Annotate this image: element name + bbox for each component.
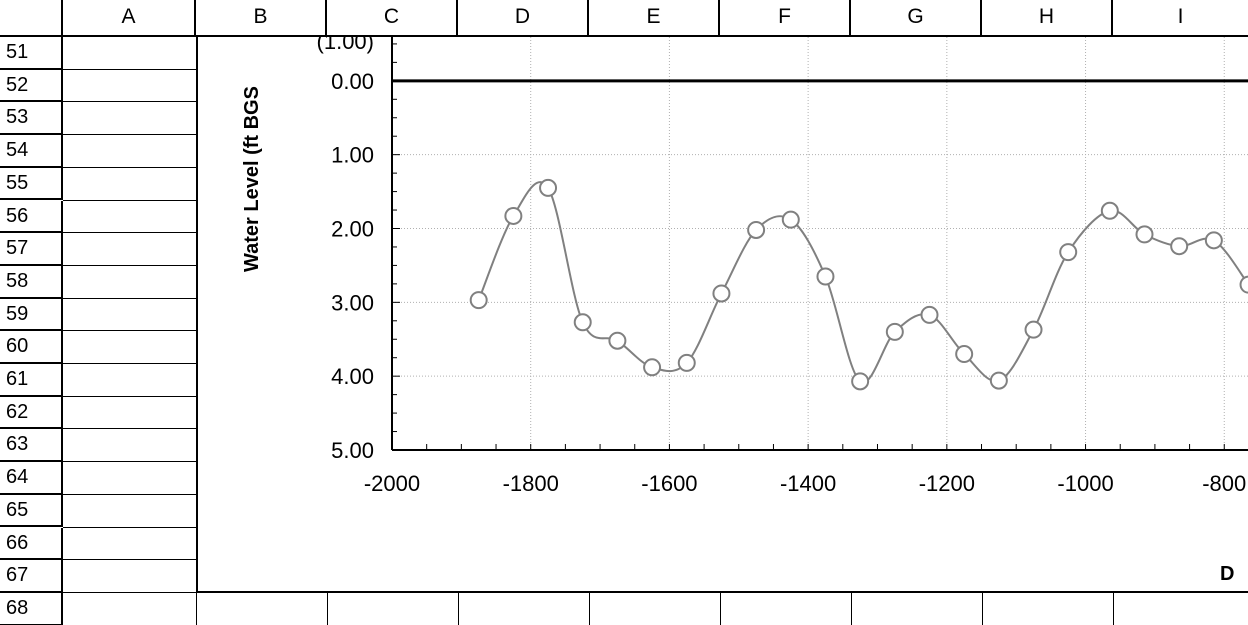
select-all-corner[interactable] — [0, 0, 63, 37]
data-point — [989, 371, 1008, 390]
row-header-55[interactable]: 55 — [0, 167, 63, 201]
y-tick-label-partial: (1.00) — [317, 37, 374, 54]
x-tick-label: -1800 — [503, 471, 559, 496]
row-gridline — [63, 559, 196, 561]
row-gridline — [63, 232, 196, 234]
row-gridline — [63, 526, 196, 528]
data-point — [1100, 201, 1119, 220]
column-gridline — [589, 592, 590, 625]
data-point — [677, 353, 696, 372]
row-header-52[interactable]: 52 — [0, 69, 63, 103]
data-point — [643, 358, 662, 377]
row-header-57[interactable]: 57 — [0, 233, 63, 266]
data-point — [1239, 275, 1248, 294]
embedded-chart[interactable]: 0.00 1.00 2.00 3.00 4.00 5.00 (1.00) -2000 -1800… — [196, 37, 1248, 593]
y-axis-title: Water Level (ft BGS — [241, 86, 263, 272]
x-axis-title: D — [1220, 563, 1234, 585]
data-point — [1170, 237, 1189, 256]
row-header-54[interactable]: 54 — [0, 135, 63, 168]
data-point — [1135, 225, 1154, 244]
row-gridline — [63, 461, 196, 463]
row-header-51[interactable]: 51 — [0, 37, 63, 70]
data-point — [920, 305, 939, 324]
row-header-62[interactable]: 62 — [0, 396, 63, 430]
row-gridline — [63, 264, 196, 266]
series-line — [477, 181, 1248, 384]
data-point — [712, 284, 731, 303]
row-header-60[interactable]: 60 — [0, 331, 63, 364]
column-header-g[interactable]: G — [851, 0, 982, 37]
row-gridline — [63, 101, 196, 103]
row-gridline — [63, 395, 196, 397]
x-tick-label: -1600 — [641, 471, 697, 496]
column-header-a[interactable]: A — [63, 0, 196, 37]
data-point — [1059, 243, 1078, 262]
row-header-68[interactable]: 68 — [0, 592, 63, 625]
column-gridline — [327, 592, 328, 625]
y-tick-label: 3.00 — [331, 290, 374, 315]
row-gridline — [63, 199, 196, 201]
row-header-58[interactable]: 58 — [0, 265, 63, 299]
y-tick-label: 0.00 — [331, 69, 374, 94]
row-header-56[interactable]: 56 — [0, 200, 63, 234]
row-header-63[interactable]: 63 — [0, 429, 63, 463]
x-tick-label: -1200 — [919, 471, 975, 496]
row-header-66[interactable]: 66 — [0, 527, 63, 561]
row-gridline — [63, 68, 196, 70]
y-tick-label: 2.00 — [331, 217, 374, 242]
column-gridline — [982, 592, 983, 625]
row-gridline — [63, 428, 196, 430]
data-point — [504, 206, 523, 225]
x-tick-label: -1400 — [780, 471, 836, 496]
row-header-65[interactable]: 65 — [0, 494, 63, 528]
column-gridline — [851, 592, 852, 625]
row-header-61[interactable]: 61 — [0, 364, 63, 397]
column-header-d[interactable]: D — [458, 0, 589, 37]
data-point — [885, 322, 904, 341]
y-tick-label: 5.00 — [331, 438, 374, 463]
column-header-c[interactable]: C — [327, 0, 458, 37]
row-gridline — [63, 134, 196, 136]
column-gridline — [458, 592, 459, 625]
column-header-f[interactable]: F — [720, 0, 851, 37]
row-gridline — [63, 591, 196, 593]
y-tick-label: 4.00 — [331, 364, 374, 389]
column-header-h[interactable]: H — [982, 0, 1113, 37]
column-header-e[interactable]: E — [589, 0, 720, 37]
chart-plot: 0.00 1.00 2.00 3.00 4.00 5.00 (1.00) -2000 -1800… — [241, 37, 1248, 585]
data-point — [608, 331, 627, 350]
data-point — [816, 267, 835, 286]
row-gridline — [63, 363, 196, 364]
column-gridline — [196, 592, 197, 625]
row-header-64[interactable]: 64 — [0, 462, 63, 495]
row-gridline — [63, 493, 196, 495]
row-gridline — [63, 330, 196, 332]
column-header-b[interactable]: B — [196, 0, 327, 37]
row-gridline — [63, 297, 196, 299]
row-gridline — [63, 166, 196, 168]
data-point — [955, 345, 974, 364]
x-tick-label: -800 — [1202, 471, 1246, 496]
data-point — [781, 210, 800, 229]
data-point — [539, 178, 558, 197]
row-header-53[interactable]: 53 — [0, 102, 63, 136]
data-point — [747, 220, 766, 239]
column-header-i[interactable]: I — [1113, 0, 1248, 37]
data-point — [851, 372, 870, 391]
row-header-59[interactable]: 59 — [0, 298, 63, 332]
data-point — [573, 313, 592, 332]
column-gridline — [1113, 592, 1114, 625]
data-point — [469, 291, 488, 310]
y-tick-label: 1.00 — [331, 143, 374, 168]
x-tick-label: -1000 — [1057, 471, 1113, 496]
data-point — [1204, 231, 1223, 250]
row-header-67[interactable]: 67 — [0, 560, 63, 593]
column-gridline — [720, 592, 721, 625]
data-point — [1024, 320, 1043, 339]
x-tick-label: -2000 — [364, 471, 420, 496]
